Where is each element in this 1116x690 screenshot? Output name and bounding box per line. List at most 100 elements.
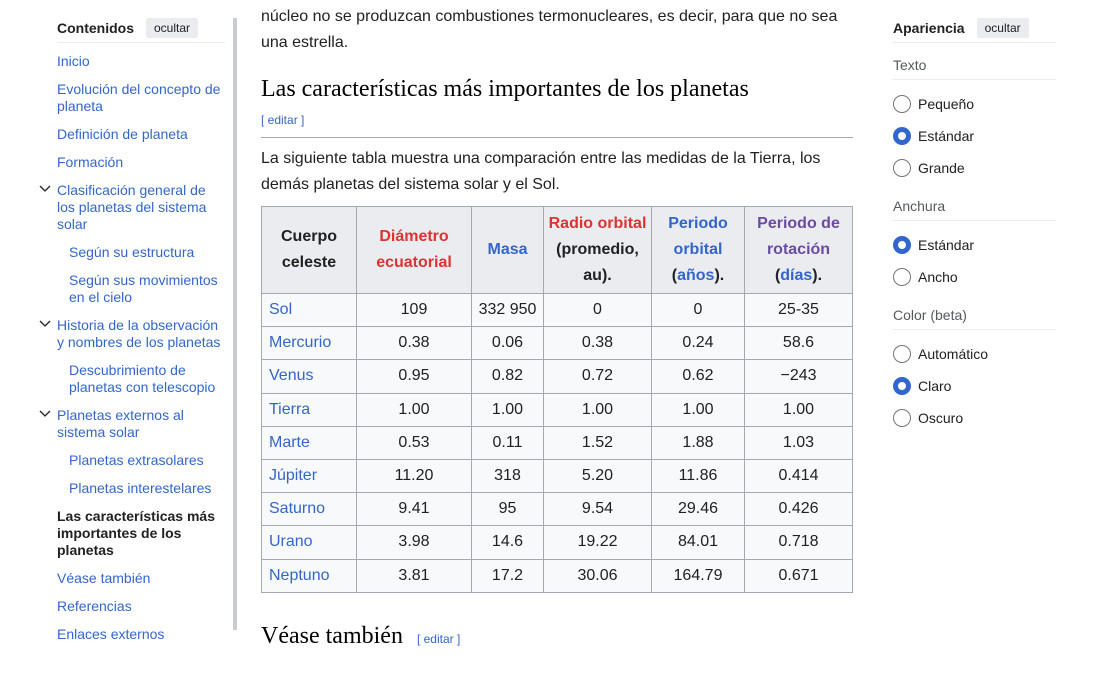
toc-item-label: Referencias	[57, 598, 132, 614]
table-cell: 0.11	[471, 425, 544, 460]
toc-item-label: Descubrimiento de planetas con telescopi…	[69, 362, 216, 395]
body-link[interactable]: Saturno	[261, 492, 357, 527]
toc-item[interactable]: Inicio	[57, 53, 225, 70]
toc-item[interactable]: Véase también	[57, 570, 225, 587]
toc-hide-button[interactable]: ocultar	[146, 18, 199, 38]
radio-option[interactable]: Oscuro	[893, 402, 1056, 434]
table-row: Urano 3.98 14.6 19.22 84.01 0.718	[261, 525, 853, 560]
radio-button[interactable]	[893, 236, 911, 254]
radio-button[interactable]	[893, 377, 911, 395]
radio-button[interactable]	[893, 159, 911, 177]
body-link[interactable]: Neptuno	[261, 558, 357, 593]
table-cell: 0.95	[356, 359, 472, 394]
radio-option[interactable]: Claro	[893, 370, 1056, 402]
header-diameter[interactable]: Diámetro ecuatorial	[356, 206, 472, 294]
toc-item[interactable]: Planetas externos al sistema solar	[39, 407, 225, 441]
toc-item[interactable]: Planetas interestelares	[57, 480, 225, 497]
toc-item[interactable]: Las características más importantes de l…	[57, 508, 225, 559]
header-body: Cuerpo celeste	[261, 206, 357, 294]
radio-option[interactable]: Pequeño	[893, 88, 1056, 120]
toc-item[interactable]: Clasificación general de los planetas de…	[39, 182, 225, 233]
table-cell: 0	[543, 292, 652, 328]
years-link[interactable]: años	[677, 267, 715, 284]
radio-option[interactable]: Estándar	[893, 120, 1056, 152]
toc-item-label: Planetas externos al sistema solar	[57, 407, 184, 440]
toc-item[interactable]: Evolución del concepto de planeta	[57, 81, 225, 115]
radio-label: Estándar	[918, 128, 975, 144]
table-cell: 0.414	[744, 458, 853, 494]
orbital-radius-link[interactable]: Radio orbital	[548, 215, 647, 232]
table-cell: 9.41	[356, 492, 472, 527]
toc-list: Inicio Evolución del concepto de planeta D…	[39, 53, 225, 643]
table-cell: 25-35	[744, 292, 853, 328]
body-link[interactable]: Marte	[261, 425, 357, 460]
radio-label: Pequeño	[918, 96, 975, 112]
appearance-hide-button[interactable]: ocultar	[976, 18, 1029, 38]
chevron-down-icon[interactable]	[39, 407, 51, 419]
radio-button[interactable]	[893, 268, 911, 286]
table-cell: 0.718	[744, 525, 853, 560]
table-row: Júpiter 11.20 318 5.20 11.86 0.414	[261, 458, 853, 494]
table-cell: 3.81	[356, 558, 472, 593]
article-content: núcleo no se produzcan combustiones term…	[261, 0, 853, 650]
radio-button[interactable]	[893, 345, 911, 363]
toc-item-label: Las características más importantes de l…	[57, 508, 215, 558]
toc-item-label: Enlaces externos	[57, 626, 165, 642]
table-row: Saturno 9.41 95 9.54 29.46 0.426	[261, 492, 853, 527]
toc-item[interactable]: Según sus movimientos en el cielo	[57, 272, 225, 306]
radio-option[interactable]: Grande	[893, 152, 1056, 184]
toc-item[interactable]: Enlaces externos	[57, 626, 225, 643]
table-cell: 0.426	[744, 492, 853, 527]
table-cell: 0.24	[651, 326, 745, 361]
chevron-down-icon[interactable]	[39, 182, 51, 194]
table-cell: 84.01	[651, 525, 745, 560]
table-cell: 1.00	[356, 392, 472, 427]
radio-button[interactable]	[893, 409, 911, 427]
header-mass[interactable]: Masa	[471, 206, 544, 294]
radio-label: Claro	[918, 378, 952, 394]
table-cell: 1.03	[744, 425, 853, 460]
toc-item[interactable]: Historia de la observación y nombres de …	[39, 317, 225, 351]
table-cell: 318	[471, 458, 544, 494]
toc-item[interactable]: Formación	[57, 154, 225, 171]
edit-see-also-link[interactable]: [ editar ]	[416, 631, 461, 646]
chevron-down-icon[interactable]	[39, 317, 51, 329]
table-cell: 0.72	[543, 359, 652, 394]
appearance-group-label: Color (beta)	[893, 307, 1056, 330]
toc-item[interactable]: Según su estructura	[57, 244, 225, 261]
radio-option[interactable]: Estándar	[893, 229, 1056, 261]
table-cell: 332 950	[471, 292, 544, 328]
body-link[interactable]: Venus	[261, 359, 357, 394]
edit-section-link[interactable]: [ editar ]	[261, 113, 305, 127]
table-cell: 17.2	[471, 558, 544, 593]
radio-label: Estándar	[918, 237, 975, 253]
days-link[interactable]: días	[780, 267, 813, 284]
toc-item[interactable]: Definición de planeta	[57, 126, 225, 143]
body-link[interactable]: Júpiter	[261, 458, 357, 494]
toc-item[interactable]: Planetas extrasolares	[57, 452, 225, 469]
radio-label: Ancho	[918, 269, 958, 285]
radio-button[interactable]	[893, 95, 911, 113]
table-of-contents: Contenidos ocultar Inicio Evolución del c…	[39, 18, 225, 654]
radio-option[interactable]: Automático	[893, 338, 1056, 370]
toc-item-label: Planetas interestelares	[69, 480, 212, 496]
toc-item[interactable]: Descubrimiento de planetas con telescopi…	[57, 362, 225, 396]
radio-option[interactable]: Ancho	[893, 261, 1056, 293]
table-cell: 0.38	[356, 326, 472, 361]
table-cell: 19.22	[543, 525, 652, 560]
orbital-period-link[interactable]: Periodo orbital	[668, 215, 728, 258]
toc-item-label: Evolución del concepto de planeta	[57, 81, 221, 114]
body-link[interactable]: Sol	[261, 292, 357, 328]
header-rotation-period: Periodo de rotación (días).	[744, 206, 853, 294]
radio-button[interactable]	[893, 127, 911, 145]
appearance-group-label: Texto	[893, 57, 1056, 80]
body-link[interactable]: Tierra	[261, 392, 357, 427]
body-link[interactable]: Mercurio	[261, 326, 357, 361]
table-cell: 1.00	[471, 392, 544, 427]
table-row: Marte 0.53 0.11 1.52 1.88 1.03	[261, 425, 853, 460]
body-link[interactable]: Urano	[261, 525, 357, 560]
rotation-period-link[interactable]: Periodo de rotación	[757, 215, 840, 258]
toc-scrollbar[interactable]	[233, 18, 237, 630]
intro-paragraph: núcleo no se produzcan combustiones term…	[261, 8, 838, 51]
toc-item[interactable]: Referencias	[57, 598, 225, 615]
